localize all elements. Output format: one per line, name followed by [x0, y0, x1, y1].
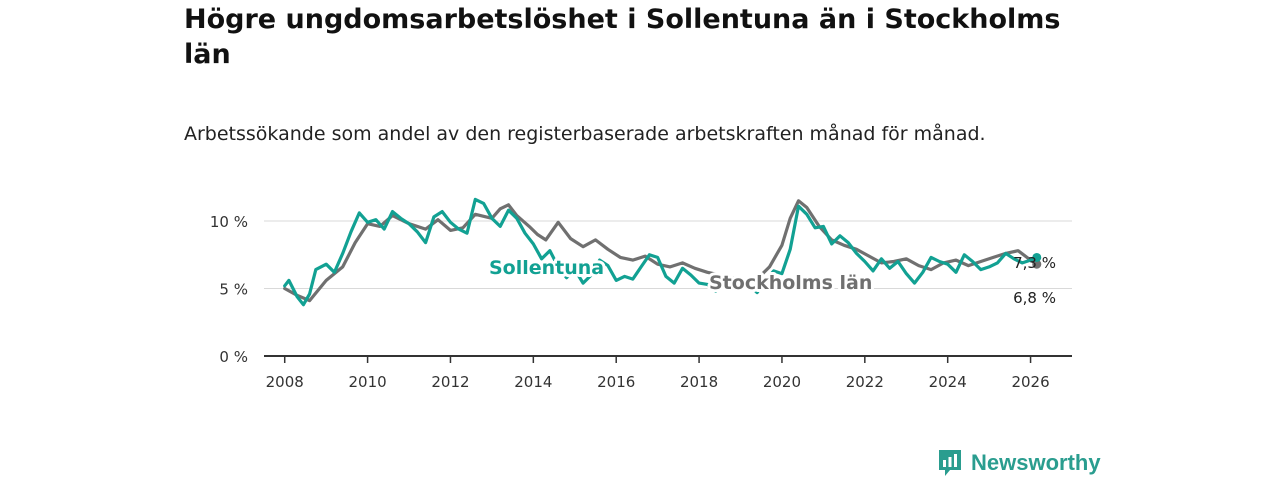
series-end-label: 7,3 %	[1013, 254, 1056, 272]
line-chart: 0 % 5 % 10 % 2008 2010 2012 2014 2016 2018 2020 20…	[210, 197, 1072, 391]
x-tick-label: 2016	[597, 373, 635, 391]
chart-subtitle: Arbetssökande som andel av den registerb…	[184, 123, 986, 145]
series-label: Sollentuna	[489, 257, 604, 279]
x-tick-label: 2008	[266, 373, 304, 391]
x-tick-label: 2014	[514, 373, 552, 391]
y-tick-label: 5 %	[219, 281, 248, 299]
x-tick-label: 2018	[680, 373, 718, 391]
chart-title: Högre ungdomsarbetslöshet i Sollentuna ä…	[184, 4, 1061, 70]
series-label: Stockholms län	[709, 272, 872, 294]
newsworthy-logo-icon	[939, 450, 961, 476]
x-tick-label: 2022	[846, 373, 884, 391]
x-tick-label: 2010	[348, 373, 386, 391]
series-end-point	[1032, 252, 1042, 262]
series-end-label: 6,8 %	[1013, 289, 1056, 307]
brand-name: Newsworthy	[971, 450, 1101, 475]
y-tick-label: 0 %	[219, 348, 248, 366]
series-line-sollentuna	[283, 197, 1039, 307]
x-tick-label: 2012	[431, 373, 469, 391]
x-tick-label: 2026	[1011, 373, 1049, 391]
brand-logo: Newsworthy	[937, 448, 1101, 478]
series-end-point	[1032, 259, 1042, 269]
x-tick-label: 2024	[929, 373, 967, 391]
x-tick-label: 2020	[763, 373, 801, 391]
y-tick-label: 10 %	[210, 213, 248, 231]
